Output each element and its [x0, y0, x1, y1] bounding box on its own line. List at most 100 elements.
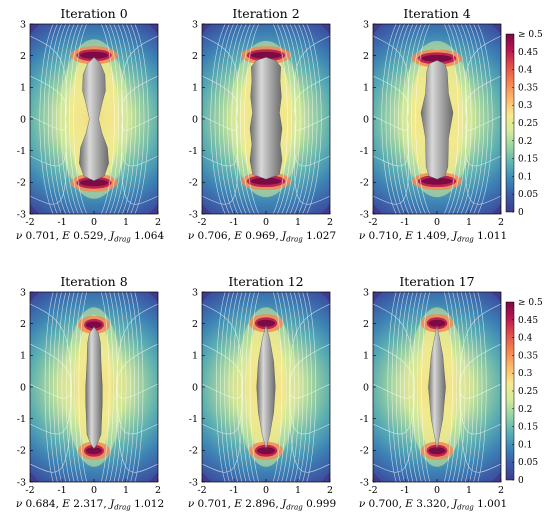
y-tick-label: -3 [189, 209, 198, 220]
y-tick-label: 2 [20, 51, 26, 62]
y-tick-label: 1 [20, 83, 26, 94]
y-tick-label: -1 [17, 414, 26, 425]
y-tick-label: 0 [363, 114, 369, 125]
x-tick-label: -1 [400, 485, 409, 496]
y-tick-label: -1 [17, 146, 26, 157]
colorbar-tick-label: 0.35 [518, 83, 538, 93]
colorbar-tick-label: 0 [518, 208, 524, 218]
y-tick-label: 1 [20, 351, 26, 362]
y-tick-label: -1 [189, 414, 198, 425]
shape-body [420, 60, 454, 180]
colorbar-tick-label: 0.05 [518, 190, 538, 200]
y-tick-label: 0 [192, 382, 198, 393]
y-tick-label: 2 [363, 319, 369, 330]
panel-caption: ν 0.710, E 1.409, Jdrag 1.011 [359, 230, 507, 244]
y-tick-label: -3 [189, 477, 198, 488]
colorbar-tick-label: 0.4 [518, 66, 533, 76]
y-tick-label: 3 [192, 287, 198, 298]
x-tick-label: 1 [123, 485, 129, 496]
shape-body [79, 57, 109, 182]
panel-caption: ν 0.701, E 0.529, Jdrag 1.064 [16, 230, 165, 244]
y-tick-label: 3 [363, 287, 369, 298]
y-tick-label: -1 [189, 146, 198, 157]
y-tick-label: 3 [20, 19, 26, 30]
colorbar-tick-label: 0.25 [518, 387, 538, 397]
y-tick-label: -3 [360, 477, 369, 488]
colorbar-tick-label: 0.4 [518, 334, 533, 344]
y-tick-label: 1 [363, 83, 369, 94]
y-tick-label: -3 [17, 209, 26, 220]
streamlines [202, 24, 330, 214]
streamlines [373, 292, 501, 482]
x-tick-label: -2 [368, 485, 377, 496]
x-tick-label: 1 [295, 217, 301, 228]
y-tick-label: 0 [363, 382, 369, 393]
panel-title: Iteration 2 [232, 6, 299, 21]
y-tick-label: 2 [192, 319, 198, 330]
x-tick-label: -2 [368, 217, 377, 228]
y-tick-label: 1 [363, 351, 369, 362]
x-tick-label: 2 [327, 485, 333, 496]
x-tick-label: -2 [25, 217, 34, 228]
streamlines [30, 24, 158, 214]
x-tick-label: 1 [123, 217, 129, 228]
colorbar-tick-label: 0.25 [518, 119, 538, 129]
panel-title: Iteration 0 [60, 6, 127, 21]
colorbar-tick-label: 0.1 [518, 172, 532, 182]
x-tick-label: 2 [155, 217, 161, 228]
shape-body [249, 57, 283, 180]
y-tick-label: -2 [17, 178, 26, 189]
y-tick-label: -3 [360, 209, 369, 220]
x-tick-label: -1 [57, 217, 66, 228]
colorbar-tick-label: 0.15 [518, 423, 538, 433]
colorbar-tick-label: 0.3 [518, 101, 533, 111]
y-tick-label: -3 [17, 477, 26, 488]
y-tick-label: 1 [192, 83, 198, 94]
y-tick-label: -2 [189, 446, 198, 457]
x-tick-label: -1 [57, 485, 66, 496]
streamlines [373, 24, 501, 214]
colorbar-max-label: ≥ 0.5 [518, 30, 543, 40]
colorbar-tick-label: 0.2 [518, 137, 532, 147]
x-tick-label: 0 [91, 485, 97, 496]
y-tick-label: -2 [360, 178, 369, 189]
x-tick-label: -1 [229, 217, 238, 228]
colorbar-max-label: ≥ 0.5 [518, 298, 543, 308]
x-tick-label: -2 [25, 485, 34, 496]
y-tick-label: -2 [189, 178, 198, 189]
x-tick-label: 2 [498, 217, 504, 228]
colorbar-tick-label: 0.2 [518, 405, 532, 415]
panel-title: Iteration 12 [228, 274, 303, 289]
panel-caption: ν 0.706, E 0.969, Jdrag 1.027 [188, 230, 336, 244]
x-tick-label: 0 [263, 485, 269, 496]
x-tick-label: -1 [400, 217, 409, 228]
x-tick-label: -1 [229, 485, 238, 496]
x-tick-label: -2 [197, 217, 206, 228]
y-tick-label: 3 [20, 287, 26, 298]
y-tick-label: 0 [20, 382, 26, 393]
colorbar-tick-label: 0.35 [518, 351, 538, 361]
colorbar-tick-label: 0.1 [518, 440, 532, 450]
shape-body [85, 326, 103, 450]
x-tick-label: 0 [434, 217, 440, 228]
panel-caption: ν 0.700, E 3.320, Jdrag 1.001 [359, 498, 507, 512]
colorbar-tick-label: 0 [518, 476, 524, 486]
colorbar-tick-label: 0.45 [518, 316, 538, 326]
y-tick-label: 3 [192, 19, 198, 30]
y-tick-label: -1 [360, 414, 369, 425]
colorbar-1: 0 0.05 0.1 0.15 0.2 0.25 0.3 0.35 0.4 0.45 ≥ 0.5 [505, 298, 543, 486]
y-tick-label: 2 [363, 51, 369, 62]
x-tick-label: 0 [91, 217, 97, 228]
heat-field [373, 24, 501, 214]
panel-caption: ν 0.684, E 2.317, Jdrag 1.012 [16, 498, 164, 512]
colorbar-tick-label: 0.05 [518, 458, 538, 468]
y-tick-label: 1 [192, 351, 198, 362]
panel-title: Iteration 17 [399, 274, 474, 289]
y-tick-label: -2 [17, 446, 26, 457]
panel-title: Iteration 8 [60, 274, 127, 289]
